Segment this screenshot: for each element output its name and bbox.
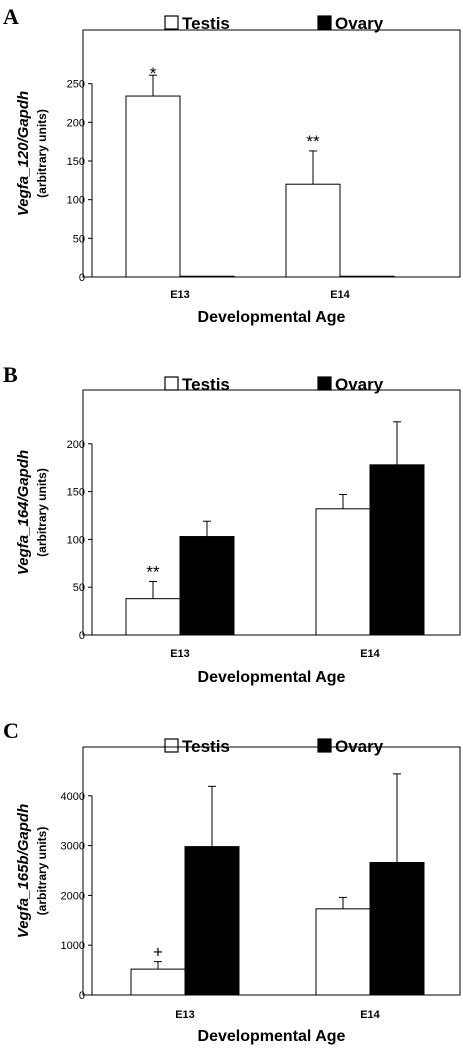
bar-ovary-e14 xyxy=(339,275,395,278)
bar-testis-e14 xyxy=(315,508,371,636)
y-tick-label: 0 xyxy=(79,272,85,284)
bar-testis-e13 xyxy=(125,598,181,636)
x-category-label: E14 xyxy=(360,1009,380,1021)
legend-swatch-testis xyxy=(164,376,179,391)
bar-testis-e14 xyxy=(315,908,371,996)
y-tick-label: 150 xyxy=(67,487,85,499)
legend-label-testis: Testis xyxy=(182,14,230,33)
y-tick-label: 50 xyxy=(73,582,85,594)
legend-swatch-testis xyxy=(164,738,179,753)
bar-ovary-e13 xyxy=(184,846,240,996)
legend-swatch-testis xyxy=(164,15,179,30)
y-tick-label: 250 xyxy=(67,79,85,91)
y-tick-label: 0 xyxy=(79,990,85,1002)
bar-testis-e13 xyxy=(125,95,181,278)
y-tick-label: 100 xyxy=(67,195,85,207)
legend-label-testis: Testis xyxy=(182,375,230,394)
significance-marker: * xyxy=(150,64,157,83)
y-axis-title: Vegfa_120/Gapdh xyxy=(15,91,32,216)
y-axis-title: Vegfa_164/Gapdh xyxy=(15,450,32,575)
legend-label-ovary: Ovary xyxy=(335,14,384,33)
panel-B: B Testis Ovary 0 50 100 150 200 E13 E14 ** Developm… xyxy=(3,362,461,686)
x-category-label: E14 xyxy=(360,648,380,660)
y-axis-subtitle: (arbitrary units) xyxy=(35,468,49,557)
legend-label-ovary: Ovary xyxy=(335,375,384,394)
bar-testis-e13 xyxy=(130,968,186,996)
y-tick-label: 0 xyxy=(79,630,85,642)
x-axis-title: Developmental Age xyxy=(198,309,346,326)
x-category-label: E13 xyxy=(170,289,190,301)
bar-ovary-e13 xyxy=(179,536,235,636)
significance-marker: + xyxy=(153,943,163,962)
y-axis-subtitle: (arbitrary units) xyxy=(35,109,49,198)
y-axis-subtitle: (arbitrary units) xyxy=(35,827,49,916)
y-tick-label: 200 xyxy=(67,439,85,451)
y-tick-label: 4000 xyxy=(61,791,85,803)
legend-swatch-ovary xyxy=(317,738,332,753)
panel-letter: A xyxy=(3,4,19,29)
legend-swatch-ovary xyxy=(317,15,332,30)
y-tick-label: 50 xyxy=(73,233,85,245)
y-tick-label: 1000 xyxy=(61,940,85,952)
x-axis-title: Developmental Age xyxy=(198,1028,346,1045)
y-tick-label: 3000 xyxy=(61,841,85,853)
bar-ovary-e14 xyxy=(369,862,425,996)
significance-marker: ** xyxy=(146,562,160,581)
significance-marker: ** xyxy=(306,132,320,151)
y-tick-label: 100 xyxy=(67,534,85,546)
legend-swatch-ovary xyxy=(317,376,332,391)
bar-ovary-e13 xyxy=(179,275,235,278)
bar-ovary-e14 xyxy=(369,464,425,636)
y-axis-title: Vegfa_165b/Gapdh xyxy=(15,804,32,939)
x-axis-title: Developmental Age xyxy=(198,669,346,686)
y-tick-label: 2000 xyxy=(61,890,85,902)
x-category-label: E14 xyxy=(330,289,350,301)
x-category-label: E13 xyxy=(175,1009,195,1021)
bar-testis-e14 xyxy=(285,183,341,278)
x-category-label: E13 xyxy=(170,648,190,660)
y-tick-label: 150 xyxy=(67,156,85,168)
y-tick-label: 200 xyxy=(67,117,85,129)
panel-letter: C xyxy=(3,718,19,743)
panel-letter: B xyxy=(3,362,18,387)
